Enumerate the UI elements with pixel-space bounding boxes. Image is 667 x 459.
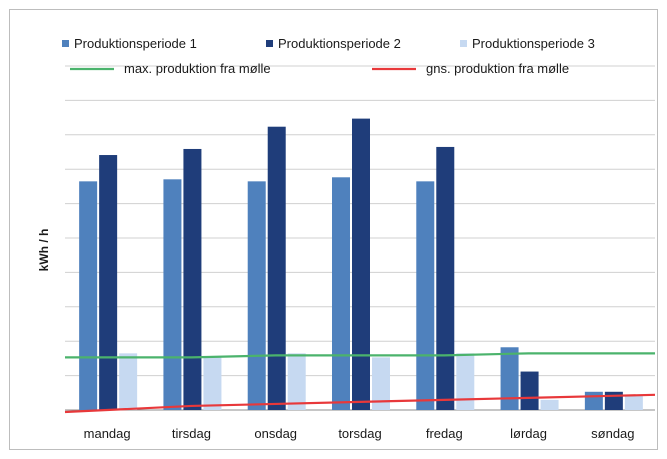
x-tick-label: søndag: [591, 426, 634, 441]
bar-3-2: [287, 353, 306, 410]
x-tick-label: mandag: [84, 426, 131, 441]
bar-1-0: [79, 181, 98, 410]
bar-1-1: [163, 179, 182, 410]
line-series-2: [64, 393, 656, 414]
x-tick-label: tirsdag: [172, 426, 211, 441]
legend-label-1: Produktionsperiode 1: [74, 36, 197, 51]
bar-1-2: [247, 181, 266, 410]
legend-label-2: Produktionsperiode 2: [278, 36, 401, 51]
bar-2-1: [183, 148, 202, 410]
x-tick-label: torsdag: [338, 426, 381, 441]
x-tick-label: onsdag: [254, 426, 297, 441]
bar-3-4: [456, 353, 475, 410]
bar-2-6: [604, 391, 623, 410]
bar-3-3: [372, 357, 390, 410]
bar-1-6: [584, 391, 603, 410]
legend-label-3: Produktionsperiode 3: [472, 36, 595, 51]
bar-2-3: [352, 118, 370, 411]
chart-frame: mandag tirsdag onsdag torsdag fredag lørdag sø…: [9, 9, 658, 450]
bar-1-5: [500, 347, 519, 410]
bar-1-3: [332, 177, 350, 410]
bar-2-0: [99, 155, 118, 410]
bar-2-5: [520, 371, 539, 410]
legend-swatch-1: [62, 40, 69, 47]
bar-3-6: [624, 395, 643, 410]
x-tick-label: fredag: [426, 426, 463, 441]
bar-2-4: [436, 146, 455, 411]
chart-canvas: mandag tirsdag onsdag torsdag fredag lørdag sø…: [37, 36, 656, 441]
line-series-1: [65, 352, 655, 359]
legend-swatch-3: [460, 40, 467, 47]
bar-3-1: [203, 357, 222, 410]
bar-2-2: [267, 126, 286, 411]
legend-line-label-2: gns. produktion fra mølle: [426, 61, 569, 76]
legend-line-label-1: max. produktion fra mølle: [124, 61, 271, 76]
y-axis-title: kWh / h: [37, 229, 51, 272]
bar-3-5: [540, 399, 559, 410]
bar-3-0: [119, 353, 138, 410]
bar-1-4: [416, 181, 435, 410]
x-tick-label: lørdag: [510, 426, 547, 441]
legend-swatch-2: [266, 40, 273, 47]
